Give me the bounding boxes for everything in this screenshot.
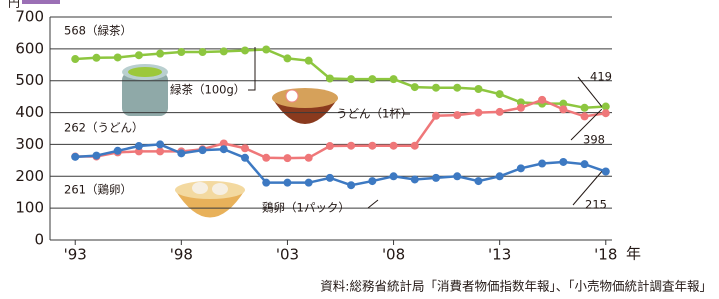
y-tick-label: 300 <box>15 135 44 153</box>
x-tick-label: '18 <box>594 246 617 264</box>
point <box>92 54 100 62</box>
point <box>496 90 504 98</box>
point <box>71 55 79 63</box>
point <box>326 74 334 82</box>
point <box>199 146 207 154</box>
point <box>411 83 419 91</box>
series-label: 緑茶（100g） <box>170 83 245 97</box>
point <box>114 147 122 155</box>
point <box>262 45 270 53</box>
series-label: 鶏卵（1パック） <box>262 201 350 215</box>
point <box>368 177 376 185</box>
point <box>474 85 482 93</box>
point <box>199 48 207 56</box>
x-tick-label: '08 <box>382 246 405 264</box>
point <box>156 50 164 58</box>
y-tick-label: 500 <box>15 71 44 89</box>
chart: 円 年 資料:総務省統計局「消費者物価指数年報」、「小売物価統計調査年報」 01… <box>0 0 719 299</box>
point <box>432 84 440 92</box>
point <box>411 142 419 150</box>
point <box>390 75 398 83</box>
point <box>283 154 291 162</box>
tea-illustration <box>122 64 168 116</box>
point <box>283 54 291 62</box>
value-label: 215 <box>585 198 607 212</box>
x-unit: 年 <box>626 245 641 263</box>
point <box>241 46 249 54</box>
point <box>71 153 79 161</box>
point <box>517 104 525 112</box>
y-tick-label: 100 <box>15 199 44 217</box>
x-tick-label: '13 <box>488 246 511 264</box>
leader-line <box>248 47 255 90</box>
x-tick-label: '98 <box>170 246 193 264</box>
point <box>326 174 334 182</box>
y-tick-label: 600 <box>15 39 44 57</box>
point <box>453 111 461 119</box>
value-label: 398 <box>583 133 605 147</box>
point <box>559 105 567 113</box>
annotation: 262（うどん） <box>64 121 143 135</box>
point <box>177 48 185 56</box>
point <box>538 96 546 104</box>
point <box>496 172 504 180</box>
point <box>517 164 525 172</box>
point <box>411 175 419 183</box>
point <box>474 109 482 117</box>
point <box>581 112 589 120</box>
point <box>92 152 100 160</box>
point <box>432 112 440 120</box>
point <box>114 53 122 61</box>
value-label: 419 <box>590 70 612 84</box>
point <box>347 75 355 83</box>
point <box>220 47 228 55</box>
point <box>368 142 376 150</box>
point <box>347 181 355 189</box>
point <box>241 154 249 162</box>
point <box>432 174 440 182</box>
point <box>305 179 313 187</box>
y-tick-label: 400 <box>15 103 44 121</box>
point <box>368 75 376 83</box>
point <box>156 147 164 155</box>
point <box>602 168 610 176</box>
udon-illustration <box>272 88 338 124</box>
point <box>326 142 334 150</box>
source: 資料:総務省統計局「消費者物価指数年報」、「小売物価統計調査年報」 <box>320 279 712 294</box>
point <box>305 57 313 65</box>
annotation: 261（鶏卵） <box>64 183 132 197</box>
y-tick-label: 0 <box>34 231 44 249</box>
series-label: うどん（1杯） <box>336 107 412 121</box>
egg-illustration <box>175 181 245 218</box>
point <box>241 144 249 152</box>
point <box>390 172 398 180</box>
point <box>453 172 461 180</box>
point <box>559 158 567 166</box>
point <box>390 142 398 150</box>
point <box>496 108 504 116</box>
point <box>177 149 185 157</box>
point <box>581 104 589 112</box>
point <box>474 177 482 185</box>
point <box>220 145 228 153</box>
point <box>262 154 270 162</box>
x-tick-label: '93 <box>64 246 87 264</box>
point <box>602 109 610 117</box>
unit-bar <box>22 0 60 4</box>
point <box>305 154 313 162</box>
point <box>135 51 143 59</box>
point <box>156 140 164 148</box>
point <box>283 179 291 187</box>
annotation: 568（緑茶） <box>64 24 132 38</box>
leader-line <box>368 200 378 208</box>
point <box>453 84 461 92</box>
y-tick-label: 200 <box>15 167 44 185</box>
point <box>347 142 355 150</box>
point <box>581 160 589 168</box>
x-tick-label: '03 <box>276 246 299 264</box>
point <box>262 179 270 187</box>
point <box>538 160 546 168</box>
point <box>135 142 143 150</box>
y-tick-label: 700 <box>15 8 44 26</box>
